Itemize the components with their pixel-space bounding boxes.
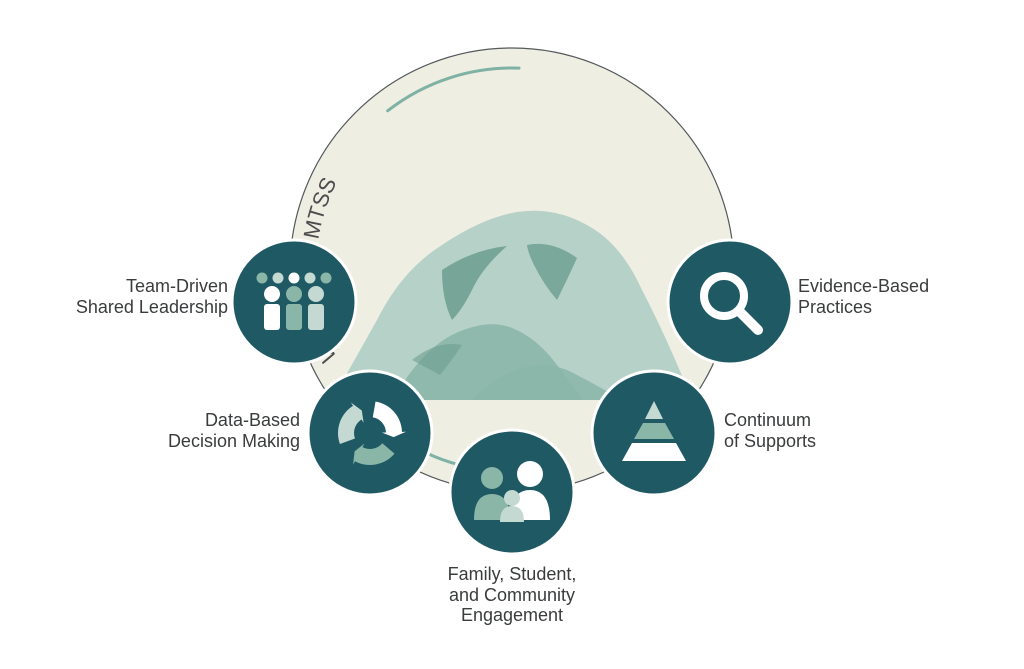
node-team <box>232 240 356 364</box>
node-data <box>308 371 432 495</box>
label-team: Team-DrivenShared Leadership <box>28 276 228 317</box>
label-family: Family, Student,and CommunityEngagement <box>402 564 622 626</box>
node-evidence <box>668 240 792 364</box>
node-continuum <box>592 371 716 495</box>
label-data: Data-BasedDecision Making <box>100 410 300 451</box>
label-continuum: Continuumof Supports <box>724 410 924 451</box>
node-family <box>450 430 574 554</box>
mtss-diagram: Washington MTSS Team-DrivenShared Leader… <box>0 0 1024 669</box>
label-evidence: Evidence-BasedPractices <box>798 276 998 317</box>
